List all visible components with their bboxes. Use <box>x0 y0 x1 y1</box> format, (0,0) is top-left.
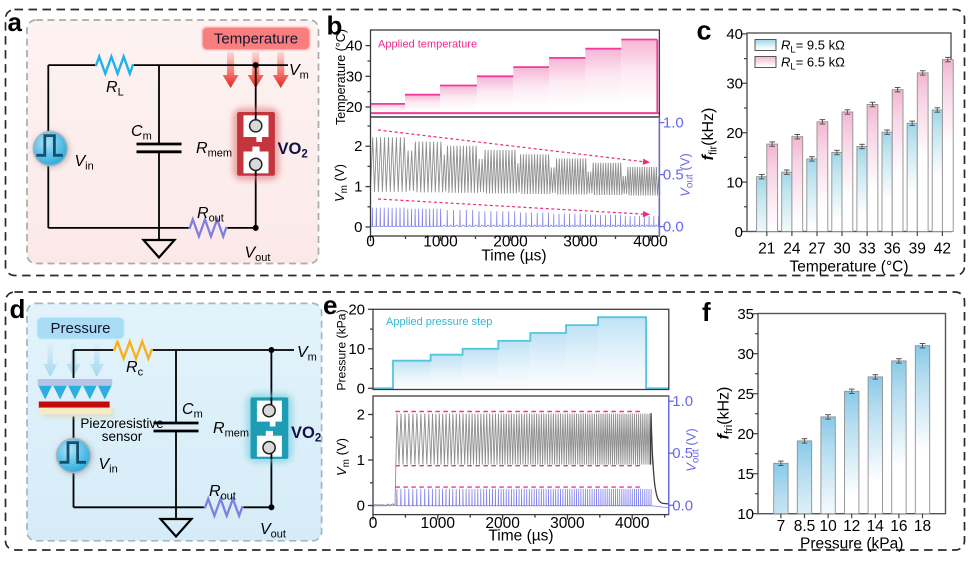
svg-text:Rmem: Rmem <box>213 420 249 439</box>
svg-text:Temperature (°C): Temperature (°C) <box>789 259 908 276</box>
svg-text:VO2: VO2 <box>278 140 308 160</box>
svg-text:0.0: 0.0 <box>663 219 684 236</box>
svg-text:40: 40 <box>346 38 363 55</box>
svg-text:18: 18 <box>914 518 931 535</box>
svg-text:Vout: Vout <box>260 521 286 540</box>
svg-text:7: 7 <box>777 518 786 535</box>
svg-text:42: 42 <box>934 241 951 258</box>
svg-text:8.5: 8.5 <box>794 518 816 535</box>
svg-text:Vin: Vin <box>99 456 118 475</box>
svg-text:20: 20 <box>346 99 363 116</box>
svg-text:12: 12 <box>843 518 860 535</box>
svg-text:Vin: Vin <box>75 153 94 172</box>
svg-text:1: 1 <box>354 179 362 196</box>
svg-text:0: 0 <box>369 515 378 532</box>
svg-text:30: 30 <box>833 241 851 258</box>
svg-text:27: 27 <box>808 241 825 258</box>
svg-text:Rout: Rout <box>197 205 224 224</box>
svg-text:1.0: 1.0 <box>672 393 693 410</box>
svg-text:30: 30 <box>726 76 743 93</box>
svg-text:10: 10 <box>737 506 754 523</box>
svg-text:1000: 1000 <box>423 234 458 251</box>
svg-text:Temperature: Temperature <box>214 31 298 48</box>
svg-text:Piezoresistive: Piezoresistive <box>80 416 163 431</box>
svg-text:30: 30 <box>737 346 754 363</box>
svg-text:21: 21 <box>758 241 775 258</box>
svg-text:14: 14 <box>867 518 885 535</box>
svg-text:15: 15 <box>737 466 754 483</box>
svg-text:Applied temperature: Applied temperature <box>378 39 477 51</box>
svg-text:Vm (V): Vm (V) <box>332 164 350 202</box>
svg-text:2: 2 <box>354 138 362 155</box>
svg-text:Cm: Cm <box>131 123 152 142</box>
svg-text:0: 0 <box>366 234 375 251</box>
svg-text:1000: 1000 <box>421 515 456 532</box>
svg-text:Temperature (°C): Temperature (°C) <box>334 29 348 125</box>
svg-text:Vout: Vout <box>245 245 271 264</box>
svg-text:25: 25 <box>737 386 754 403</box>
svg-text:24: 24 <box>783 241 801 258</box>
svg-text:RL= 9.5 kΩ: RL= 9.5 kΩ <box>781 38 845 56</box>
svg-text:35: 35 <box>737 306 754 323</box>
svg-text:sensor: sensor <box>102 429 143 444</box>
svg-text:0.5: 0.5 <box>672 445 693 462</box>
svg-text:b: b <box>327 11 343 41</box>
svg-text:1.0: 1.0 <box>663 115 684 132</box>
svg-text:RL: RL <box>106 79 124 98</box>
svg-text:Rc: Rc <box>126 359 144 378</box>
svg-text:ffir(kHz): ffir(kHz) <box>700 108 720 161</box>
svg-text:Pressure (kPa): Pressure (kPa) <box>800 536 903 553</box>
svg-text:RL= 6.5 kΩ: RL= 6.5 kΩ <box>781 55 845 73</box>
svg-text:2000: 2000 <box>485 515 520 532</box>
svg-text:f: f <box>702 297 711 327</box>
svg-text:Vm: Vm <box>297 344 317 363</box>
svg-text:2000: 2000 <box>493 234 528 251</box>
svg-text:20: 20 <box>737 426 754 443</box>
svg-text:36: 36 <box>884 241 901 258</box>
svg-text:ffri(kHz): ffri(kHz) <box>716 387 736 440</box>
svg-text:Vm: Vm <box>289 62 309 81</box>
svg-text:Time (µs): Time (µs) <box>488 528 553 545</box>
svg-text:Time (µs): Time (µs) <box>481 248 546 265</box>
svg-text:Pressure (kPa): Pressure (kPa) <box>335 309 349 390</box>
svg-text:Vout (V): Vout (V) <box>678 153 696 197</box>
svg-text:33: 33 <box>858 241 875 258</box>
svg-text:Vout (V): Vout (V) <box>684 428 702 472</box>
svg-text:1: 1 <box>357 452 365 469</box>
svg-text:0: 0 <box>357 498 365 515</box>
svg-text:20: 20 <box>726 125 743 142</box>
svg-text:Pressure: Pressure <box>50 320 110 337</box>
svg-text:4000: 4000 <box>615 515 650 532</box>
svg-text:Vm (V): Vm (V) <box>334 438 352 476</box>
svg-text:d: d <box>10 294 26 324</box>
svg-text:20: 20 <box>348 301 365 318</box>
svg-text:10: 10 <box>726 174 743 191</box>
svg-text:Rout: Rout <box>209 483 236 502</box>
svg-text:16: 16 <box>890 518 907 535</box>
svg-text:0.5: 0.5 <box>663 167 684 184</box>
svg-text:10: 10 <box>819 518 837 535</box>
svg-text:a: a <box>8 7 23 37</box>
svg-text:Applied pressure step: Applied pressure step <box>386 316 492 328</box>
svg-text:3000: 3000 <box>563 234 598 251</box>
svg-text:Cm: Cm <box>182 401 203 420</box>
svg-text:30: 30 <box>346 68 363 85</box>
svg-text:10: 10 <box>348 341 365 358</box>
svg-text:c: c <box>697 16 712 46</box>
svg-text:Rmem: Rmem <box>196 140 232 159</box>
svg-text:40: 40 <box>726 26 743 43</box>
svg-text:39: 39 <box>909 241 926 258</box>
svg-text:3000: 3000 <box>550 515 585 532</box>
svg-text:0: 0 <box>735 224 743 241</box>
svg-text:0: 0 <box>357 380 365 397</box>
svg-text:VO2: VO2 <box>291 424 321 444</box>
svg-text:2: 2 <box>357 407 365 424</box>
svg-text:4000: 4000 <box>633 234 668 251</box>
svg-text:0.0: 0.0 <box>672 497 693 514</box>
svg-text:0: 0 <box>354 219 362 236</box>
svg-text:e: e <box>323 290 337 320</box>
